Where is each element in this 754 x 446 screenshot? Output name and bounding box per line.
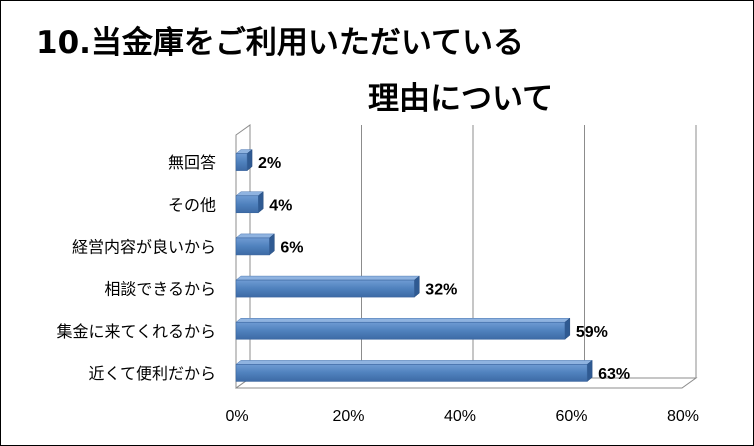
- bar-side-2: [269, 233, 275, 256]
- chart-labels: 0% 20% 40% 60% 80% 無回答 2% その他 4% 経営内容が良いから 6% 相談できる…: [56, 153, 699, 425]
- x-tick-label-1: 20%: [332, 408, 364, 425]
- bar-top-2: [235, 233, 276, 239]
- chart-title-line-1: 10.当金庫をご利用いただいている: [36, 25, 524, 61]
- bar-front-1: [235, 195, 259, 214]
- data-label-4: 59%: [576, 324, 608, 341]
- category-label-0: 無回答: [168, 153, 216, 172]
- bar-top-5: [235, 360, 593, 365]
- bar-series: [235, 149, 593, 382]
- data-label-1: 4%: [269, 197, 292, 214]
- bar-front-2: [235, 237, 270, 256]
- x-tick-label-4: 80%: [667, 408, 699, 425]
- bar-5: [235, 359, 593, 382]
- x-tick-label-3: 60%: [555, 408, 587, 425]
- x-tick-label-0: 0%: [225, 408, 248, 425]
- bar-side-5: [586, 359, 593, 382]
- bar-2: [235, 233, 276, 256]
- bar-0: [235, 149, 253, 172]
- category-label-2: 経営内容が良いから: [72, 237, 216, 256]
- bar-top-3: [235, 275, 421, 281]
- bar-3: [235, 275, 421, 298]
- category-label-4: 集金に来てくれるから: [56, 322, 216, 341]
- bar-side-4: [564, 317, 571, 340]
- bar-front-0: [235, 153, 248, 171]
- bar-side-0: [246, 149, 253, 172]
- data-label-5: 63%: [598, 366, 630, 383]
- bar-4: [235, 317, 571, 340]
- bar-side-3: [414, 275, 420, 298]
- bar-front-3: [235, 279, 415, 298]
- data-label-3: 32%: [425, 282, 457, 299]
- data-label-0: 2%: [258, 155, 281, 172]
- category-label-5: 近くて便利だから: [88, 364, 216, 383]
- bar-side-1: [258, 191, 264, 214]
- data-label-2: 6%: [280, 239, 303, 256]
- plot-area: [235, 124, 698, 389]
- category-label-1: その他: [168, 195, 216, 214]
- bar-front-5: [235, 364, 588, 382]
- x-tick-label-2: 40%: [444, 408, 476, 425]
- bar-top-4: [235, 318, 571, 323]
- category-label-3: 相談できるから: [104, 280, 216, 299]
- bar-front-4: [235, 321, 566, 340]
- chart-title-line-2: 理由について: [368, 81, 554, 117]
- bar-1: [235, 191, 264, 214]
